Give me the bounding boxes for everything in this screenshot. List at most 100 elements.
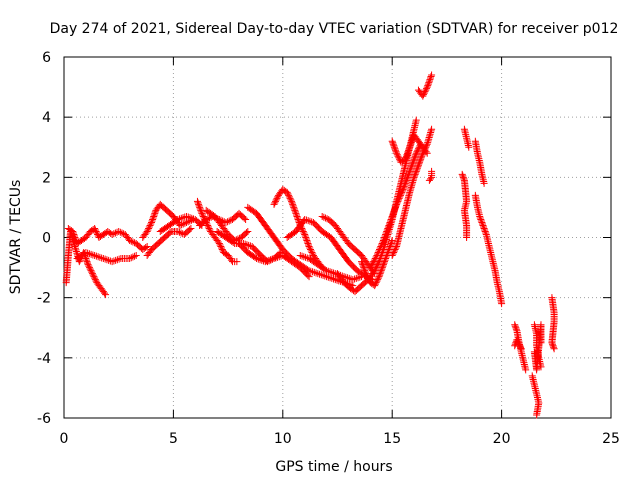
data-point: [511, 321, 519, 329]
data-point: [403, 151, 411, 159]
data-point: [87, 250, 95, 258]
data-point: [306, 244, 314, 252]
data-point: [395, 154, 403, 162]
data-point: [306, 217, 314, 225]
data-point: [405, 169, 413, 177]
data-point: [69, 227, 77, 235]
data-point: [317, 271, 325, 279]
data-point: [391, 146, 399, 154]
data-point: [415, 160, 423, 168]
data-point: [174, 215, 182, 223]
data-point: [309, 268, 317, 276]
data-point: [359, 262, 367, 270]
data-point: [229, 239, 237, 247]
data-point: [214, 238, 222, 246]
data-point: [308, 249, 316, 257]
data-point: [100, 289, 108, 297]
data-point: [409, 158, 417, 166]
data-point: [359, 261, 367, 269]
data-point: [393, 200, 401, 208]
data-point: [392, 148, 400, 156]
data-point: [88, 270, 96, 278]
data-point: [149, 214, 157, 222]
data-point: [381, 232, 389, 240]
data-point: [176, 221, 184, 229]
data-point: [514, 339, 522, 347]
data-point: [372, 264, 380, 272]
data-point: [267, 256, 275, 264]
data-point: [83, 258, 91, 266]
data-point: [424, 80, 432, 88]
y-tick-label: -6: [37, 411, 51, 427]
data-point: [305, 241, 313, 249]
data-point: [147, 220, 155, 228]
data-point: [480, 179, 488, 187]
data-point: [176, 215, 184, 223]
data-point: [349, 276, 357, 284]
data-point: [142, 229, 150, 237]
data-point: [129, 253, 137, 261]
data-point: [323, 267, 331, 275]
data-point: [268, 255, 276, 263]
data-point: [426, 175, 434, 183]
data-point: [215, 240, 223, 248]
data-point: [184, 213, 192, 221]
data-point: [86, 264, 94, 272]
data-point: [314, 270, 322, 278]
data-point: [512, 325, 520, 333]
data-point: [370, 258, 378, 266]
data-point: [406, 143, 414, 151]
data-point: [288, 199, 296, 207]
x-tick-label: 15: [383, 431, 401, 447]
data-point: [310, 268, 318, 276]
data-point: [144, 226, 152, 234]
data-point: [378, 264, 386, 272]
data-point: [303, 237, 311, 245]
data-point: [381, 234, 389, 241]
data-point: [142, 244, 150, 252]
data-point: [396, 193, 404, 201]
data-point: [391, 203, 399, 211]
data-point: [400, 184, 408, 192]
data-point: [240, 214, 248, 222]
data-point: [393, 199, 401, 207]
data-point: [477, 217, 485, 225]
data-point: [92, 252, 100, 260]
data-point: [385, 246, 393, 254]
data-point: [411, 154, 419, 162]
data-point: [404, 148, 412, 156]
data-point: [178, 221, 186, 229]
data-point: [405, 146, 413, 154]
data-point: [290, 205, 298, 213]
data-point: [302, 234, 310, 241]
data-point: [390, 249, 398, 257]
data-point: [342, 273, 350, 281]
data-point: [304, 217, 312, 225]
data-point: [387, 217, 395, 225]
data-point: [148, 218, 156, 226]
data-point: [377, 243, 385, 251]
data-point: [217, 243, 225, 251]
data-point: [84, 259, 92, 267]
data-point: [145, 223, 153, 231]
data-point: [405, 170, 413, 178]
data-point: [479, 221, 487, 229]
data-point: [407, 139, 415, 147]
y-tick-label: 0: [42, 231, 51, 247]
data-point: [181, 219, 189, 227]
data-point: [389, 209, 397, 217]
data-point: [195, 200, 203, 208]
data-point: [522, 366, 530, 374]
data-point: [285, 191, 293, 199]
data-point: [320, 213, 328, 221]
y-tick-label: 4: [42, 110, 51, 126]
data-point: [368, 261, 376, 269]
data-point: [304, 271, 312, 279]
data-point: [419, 92, 427, 100]
data-point: [374, 274, 382, 282]
data-point: [150, 211, 158, 219]
data-point: [420, 91, 428, 99]
data-point: [387, 241, 395, 249]
data-point: [377, 268, 385, 276]
data-point: [206, 226, 214, 234]
